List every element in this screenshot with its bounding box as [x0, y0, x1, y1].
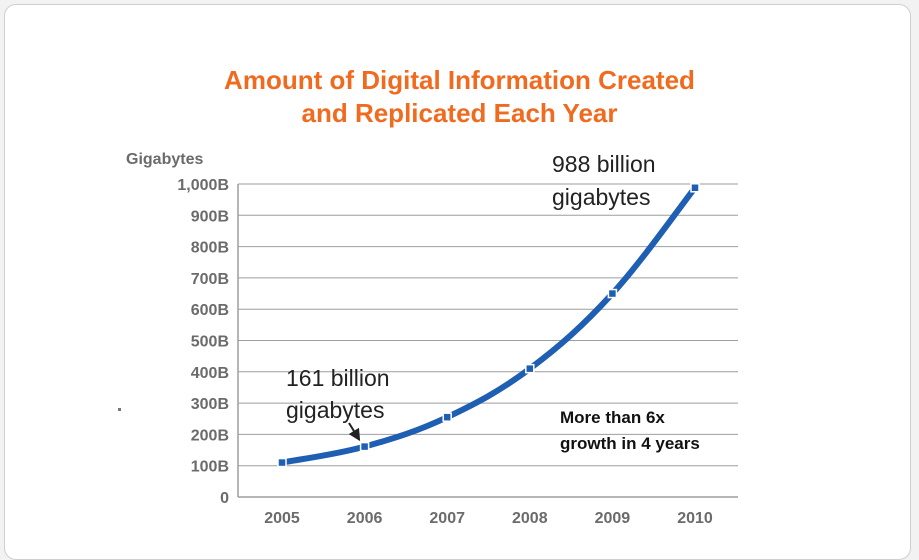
- data-point: [442, 412, 452, 422]
- data-point: [525, 363, 535, 374]
- x-tick-label: 2006: [347, 510, 383, 527]
- y-tick-label: 900B: [191, 208, 229, 225]
- chart-title: Amount of Digital Information Created an…: [0, 64, 919, 130]
- y-tick-label: 400B: [191, 365, 229, 382]
- data-point: [277, 457, 287, 468]
- y-tick-label: 500B: [191, 334, 229, 351]
- y-axis-label: Gigabytes: [126, 151, 203, 168]
- annotation-988-line-2: gigabytes: [552, 184, 650, 210]
- y-axis-ticks: 0 100B 200B 300B 400B 500B 600B 700B 800B 900B 1,0…: [177, 177, 229, 507]
- annotation-988-line-1: 988 billion: [552, 151, 656, 177]
- annotation-161-line-1: 161 billion: [286, 365, 390, 391]
- stray-dot: [118, 408, 121, 411]
- series-line-group: [277, 183, 700, 468]
- growth-note-line-1: More than 6x: [560, 408, 665, 427]
- data-point: [607, 288, 618, 299]
- chart-card: [4, 4, 911, 560]
- y-tick-label: 700B: [191, 271, 229, 288]
- x-axis-ticks: 2005 2006 2007 2008 2009 2010: [264, 510, 713, 527]
- y-tick-label: 200B: [191, 427, 229, 444]
- annotation-161-arrow: [348, 422, 361, 442]
- x-tick-label: 2009: [595, 510, 631, 527]
- grid-lines: [237, 183, 738, 498]
- chart-title-line-1: Amount of Digital Information Created: [224, 65, 695, 95]
- y-tick-label: 100B: [191, 459, 229, 476]
- x-tick-label: 2007: [429, 510, 465, 527]
- growth-note-line-2: growth in 4 years: [560, 434, 700, 453]
- data-point: [690, 183, 700, 193]
- chart-title-line-2: and Replicated Each Year: [301, 98, 618, 128]
- x-tick-label: 2005: [264, 510, 300, 527]
- y-tick-label: 300B: [191, 396, 229, 413]
- y-tick-label: 800B: [191, 240, 229, 257]
- data-point: [359, 441, 370, 452]
- y-tick-label: 600B: [191, 302, 229, 319]
- annotation-161-line-2: gigabytes: [286, 397, 384, 423]
- y-tick-label: 1,000B: [177, 177, 229, 194]
- x-tick-label: 2010: [677, 510, 713, 527]
- x-tick-label: 2008: [512, 510, 548, 527]
- y-tick-label: 0: [220, 490, 229, 507]
